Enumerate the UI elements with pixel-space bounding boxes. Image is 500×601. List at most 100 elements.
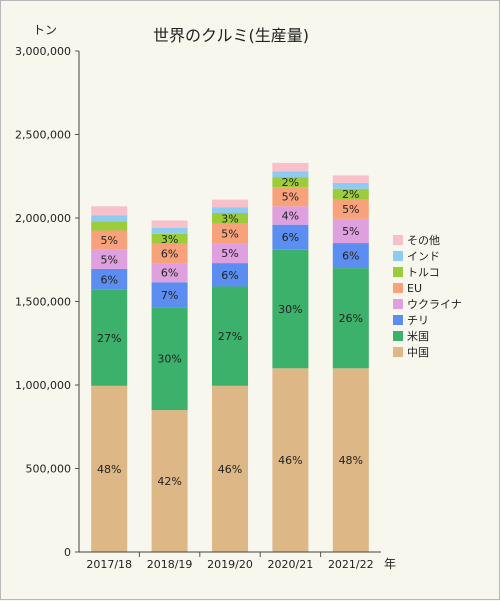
legend-label: その他 <box>407 234 440 247</box>
bar-segment <box>332 218 369 244</box>
data-label: 48% <box>339 454 363 467</box>
data-label: 5% <box>342 203 359 216</box>
legend-label: EU <box>407 282 422 295</box>
data-label: 6% <box>161 267 178 280</box>
x-tick-label: 2020/21 <box>268 558 314 571</box>
legend-label: 米国 <box>407 330 429 343</box>
legend-swatch <box>393 331 403 341</box>
x-axis-ticks: 2017/18 2018/19 2019/20 2020/21 2021/22 <box>86 552 374 571</box>
y-tick-label: 500,000 <box>26 463 72 476</box>
data-label: 6% <box>100 273 117 286</box>
y-tick-label: 2,500,000 <box>15 129 71 142</box>
bar-segment <box>91 249 128 269</box>
bar-segment <box>332 182 369 189</box>
axes <box>78 51 381 553</box>
bar-segment <box>212 385 248 552</box>
data-label: 46% <box>278 454 302 467</box>
bar-segment <box>91 230 128 250</box>
x-tick-label: 2019/20 <box>207 558 253 571</box>
data-label: 5% <box>221 247 238 260</box>
data-label: 5% <box>221 227 238 240</box>
legend-label: トルコ <box>407 266 440 279</box>
bar-segment <box>151 228 188 234</box>
data-label: 5% <box>342 225 359 238</box>
bar-segment <box>91 206 128 216</box>
y-tick-label: 1,000,000 <box>15 379 71 392</box>
data-label: 3% <box>221 212 238 225</box>
data-label: 27% <box>97 332 121 345</box>
data-label: 27% <box>218 330 242 343</box>
data-label: 4% <box>282 209 299 222</box>
bar-segment <box>212 263 248 287</box>
bar-segment <box>212 286 248 386</box>
data-label: 30% <box>278 303 302 316</box>
bar-segment <box>91 268 128 290</box>
legend-label: インド <box>407 250 440 263</box>
bar-segment <box>212 223 248 244</box>
legend-swatch <box>393 315 403 325</box>
data-label: 2% <box>282 176 299 189</box>
data-label: 7% <box>161 289 178 302</box>
bar-stacks: 48%27%6%5%5%42%30%7%6%6%3%46%27%6%5%5%3%… <box>91 162 369 552</box>
y-axis-unit: トン <box>33 23 57 37</box>
bar-segment <box>332 199 369 219</box>
bar-segment <box>151 263 188 283</box>
bar-segment <box>332 175 369 183</box>
bar-segment <box>272 171 309 178</box>
data-label: 5% <box>100 234 117 247</box>
bar-segment <box>212 212 248 224</box>
bar-segment <box>91 385 128 552</box>
y-tick-label: 3,000,000 <box>15 45 71 58</box>
data-label: 26% <box>339 312 363 325</box>
bar-segment <box>272 187 309 207</box>
legend-swatch <box>393 283 403 293</box>
bar-segment <box>212 243 248 264</box>
bar-segment <box>151 233 188 244</box>
bar-segment <box>91 221 128 231</box>
chart-title: 世界のクルミ(生産量) <box>153 26 309 45</box>
data-label: 2% <box>342 188 359 201</box>
bar-segment <box>212 199 248 208</box>
data-label: 5% <box>282 191 299 204</box>
bar-segment <box>332 368 369 552</box>
bar-segment <box>151 220 188 229</box>
bar-segment <box>272 249 309 369</box>
legend-swatch <box>393 251 403 261</box>
legend-label: 中国 <box>407 346 429 359</box>
bar-segment <box>151 307 188 411</box>
bar-segment <box>272 177 309 188</box>
data-label: 3% <box>161 233 178 246</box>
data-label: 6% <box>342 250 359 263</box>
x-tick-label: 2021/22 <box>328 558 374 571</box>
bar-segment <box>212 207 248 213</box>
legend-label: チリ <box>407 314 429 327</box>
data-label: 5% <box>100 253 117 266</box>
bar-segment <box>272 368 309 552</box>
bar-segment <box>332 188 369 200</box>
bar-segment <box>272 206 309 225</box>
legend-label: ウクライナ <box>407 298 462 311</box>
bar-segment <box>91 215 128 222</box>
bar-segment <box>151 410 188 552</box>
data-label: 6% <box>161 247 178 260</box>
data-label: 6% <box>282 231 299 244</box>
bar-segment <box>272 162 309 172</box>
x-axis-unit: 年 <box>384 557 396 571</box>
bar-segment <box>91 289 128 386</box>
data-label: 30% <box>157 353 181 366</box>
y-axis-ticks: 0 500,000 1,000,000 1,500,000 2,000,000 2,500… <box>15 45 79 559</box>
bar-segment <box>272 224 309 250</box>
legend-swatch <box>393 347 403 357</box>
y-tick-label: 1,500,000 <box>15 296 71 309</box>
bar-segment <box>332 243 369 269</box>
x-tick-label: 2018/19 <box>147 558 193 571</box>
legend-swatch <box>393 267 403 277</box>
bar-segment <box>151 282 188 308</box>
bar-segment <box>332 268 369 369</box>
data-label: 46% <box>218 463 242 476</box>
legend-swatch <box>393 299 403 309</box>
data-label: 42% <box>157 475 181 488</box>
